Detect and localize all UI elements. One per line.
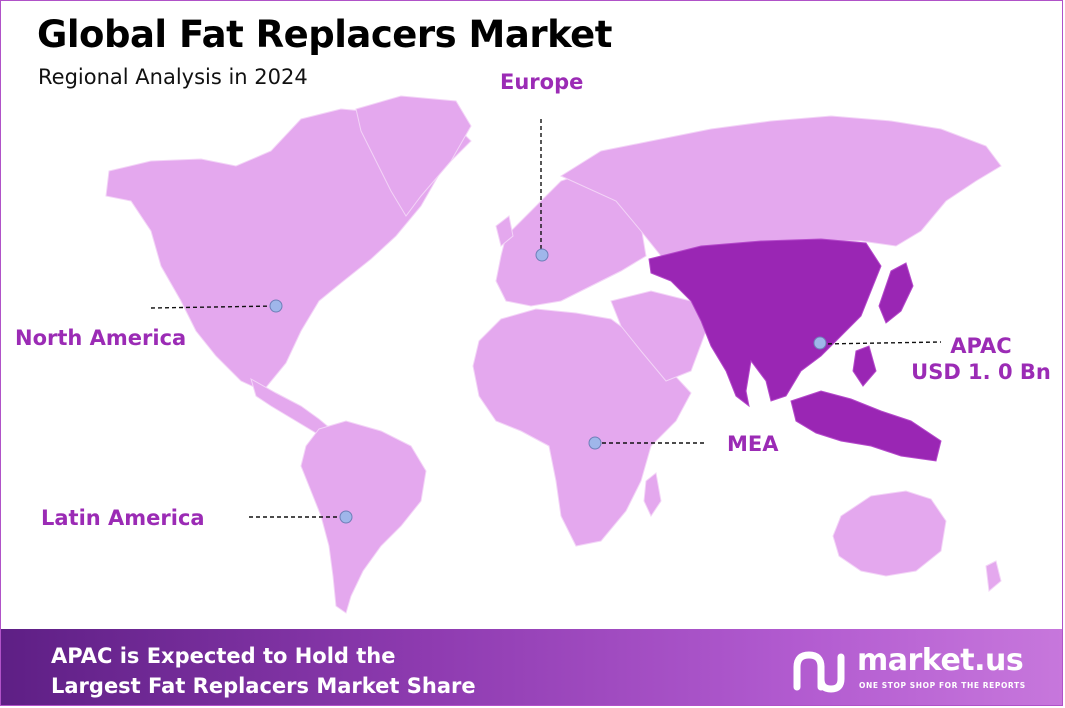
southeast-asia-highlight-landmass [790,390,942,462]
new-zealand-landmass [985,560,1002,592]
region-label-apac: APAC USD 1. 0 Bn [906,334,1056,384]
brand-name: market.us [857,643,1024,678]
brand-tagline: ONE STOP SHOP FOR THE REPORTS [859,681,1026,690]
brand-logo[interactable]: market.us ONE STOP SHOP FOR THE REPORTS [791,643,1041,697]
footer-banner: APAC is Expected to Hold the Largest Fat… [1,629,1062,705]
page-title: Global Fat Replacers Market [37,13,612,56]
middle-east-landmass [610,290,707,382]
leader-lines [150,119,942,518]
region-label-europe: Europe [500,70,584,94]
footer-line-2: Largest Fat Replacers Market Share [51,674,476,698]
page-subtitle: Regional Analysis in 2024 [38,65,308,89]
europe-marker[interactable] [535,248,549,262]
north-america-marker[interactable] [269,299,283,313]
region-label-apac-name: APAC [950,334,1012,358]
region-label-latin-america: Latin America [41,506,205,530]
world-map [105,95,1002,614]
footer-message: APAC is Expected to Hold the Largest Fat… [51,641,476,701]
philippines-highlight-landmass [852,345,877,387]
apac-marker[interactable] [813,336,827,350]
madagascar-landmass [643,472,662,518]
australia-landmass [832,490,947,577]
land-masses [105,95,1002,614]
africa-landmass [472,308,692,547]
south-america-landmass [300,420,427,614]
japan-highlight-landmass [878,262,914,324]
apac-highlight [648,238,942,462]
mea-marker[interactable] [588,436,602,450]
uk-landmass [495,215,514,247]
apac-leader-line [820,341,942,345]
latin-america-marker[interactable] [339,510,353,524]
footer-line-1: APAC is Expected to Hold the [51,644,396,668]
asia-highlight-landmass [648,238,882,408]
region-label-north-america: North America [15,326,187,350]
north-america-landmass [105,108,472,392]
region-label-mea: MEA [727,432,779,456]
market-us-logo-icon [793,651,845,693]
greenland-landmass [355,95,472,217]
region-label-apac-value: USD 1. 0 Bn [911,360,1051,384]
central-america-landmass [250,377,333,434]
region-markers [269,248,827,524]
